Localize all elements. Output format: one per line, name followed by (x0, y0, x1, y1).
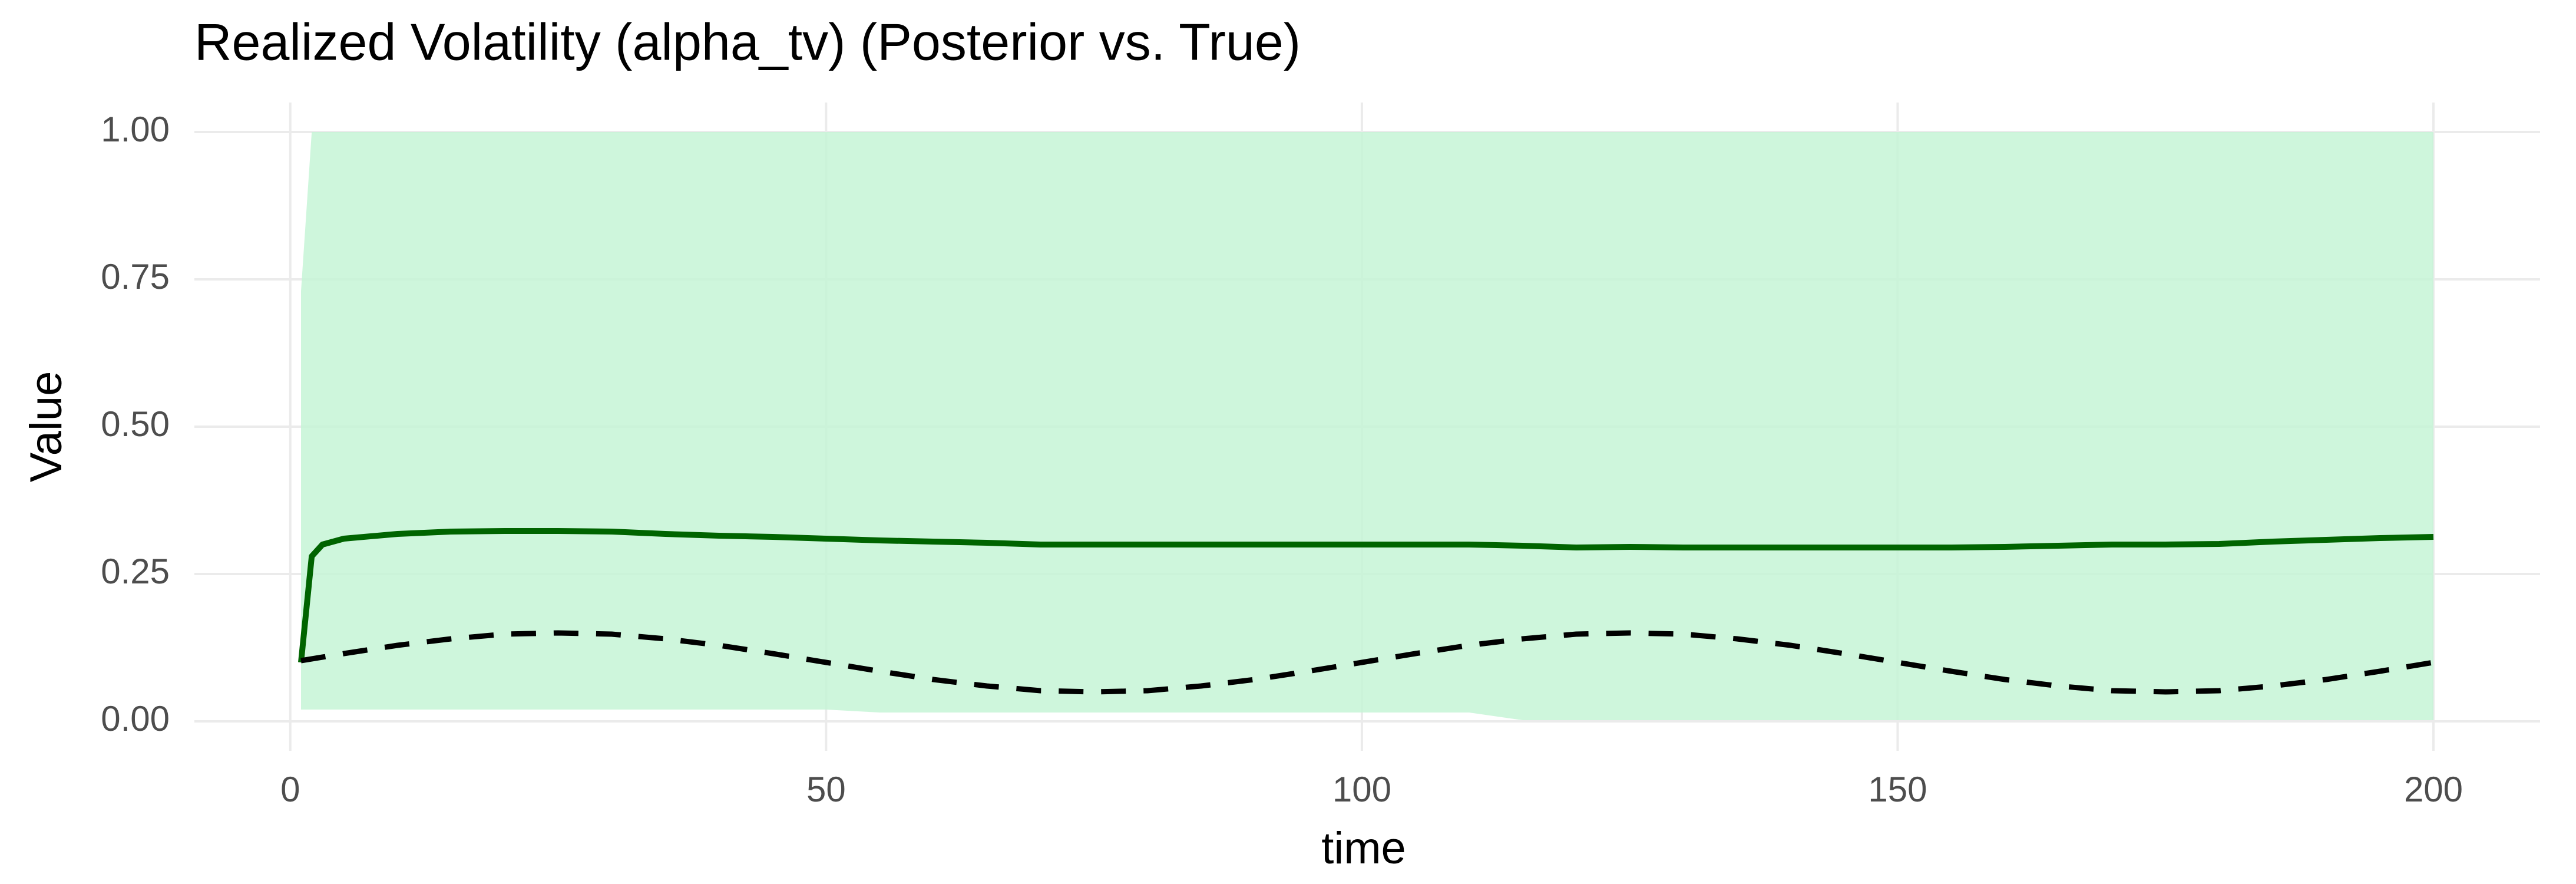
y-axis-title: Value (21, 371, 71, 483)
x-tick-label: 150 (1868, 770, 1927, 809)
x-tick-label: 100 (1332, 770, 1391, 809)
y-tick-label: 0.50 (101, 404, 170, 444)
x-tick-label: 200 (2404, 770, 2463, 809)
dashed-line (300, 630, 2434, 695)
chart-title: Realized Volatility (alpha_tv) (Posterio… (194, 12, 1301, 71)
y-tick-label: 1.00 (101, 110, 170, 149)
credible-band (301, 132, 2433, 720)
y-tick-label: 0.75 (101, 257, 170, 296)
x-axis-title: time (1321, 823, 1406, 873)
y-tick-label: 0.00 (101, 699, 170, 738)
y-tick-label: 0.25 (101, 552, 170, 591)
x-tick-label: 0 (280, 770, 300, 809)
solid-line (298, 528, 2434, 663)
x-tick-label: 50 (806, 770, 846, 809)
